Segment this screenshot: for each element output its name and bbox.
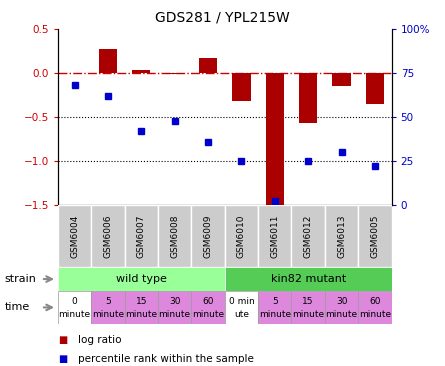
- Text: minute: minute: [158, 310, 191, 319]
- Text: strain: strain: [4, 274, 36, 284]
- Text: minute: minute: [359, 310, 391, 319]
- Bar: [225, 267, 392, 291]
- Bar: [158, 205, 191, 267]
- Bar: [225, 205, 258, 267]
- Text: GSM6007: GSM6007: [137, 214, 146, 258]
- Bar: [166, 73, 184, 74]
- Bar: [91, 291, 125, 324]
- Text: 5: 5: [105, 297, 111, 306]
- Bar: [91, 205, 125, 267]
- Text: wild type: wild type: [116, 274, 167, 284]
- Text: percentile rank within the sample: percentile rank within the sample: [78, 354, 254, 364]
- Text: ■: ■: [58, 335, 67, 346]
- Text: GSM6011: GSM6011: [270, 214, 279, 258]
- Bar: [325, 205, 358, 267]
- Text: minute: minute: [192, 310, 224, 319]
- Text: 30: 30: [169, 297, 180, 306]
- Bar: [358, 291, 392, 324]
- Bar: [332, 73, 351, 86]
- Text: minute: minute: [259, 310, 291, 319]
- Text: minute: minute: [58, 310, 91, 319]
- Bar: [232, 73, 251, 101]
- Text: ute: ute: [234, 310, 249, 319]
- Bar: [199, 58, 217, 73]
- Text: 15: 15: [303, 297, 314, 306]
- Text: minute: minute: [325, 310, 358, 319]
- Text: GSM6005: GSM6005: [370, 214, 380, 258]
- Text: time: time: [4, 302, 30, 313]
- Bar: [225, 291, 258, 324]
- Text: 0: 0: [72, 297, 77, 306]
- Text: ■: ■: [58, 354, 67, 364]
- Bar: [99, 49, 117, 73]
- Text: 30: 30: [336, 297, 347, 306]
- Bar: [158, 291, 191, 324]
- Text: GSM6013: GSM6013: [337, 214, 346, 258]
- Bar: [266, 73, 284, 207]
- Bar: [258, 291, 291, 324]
- Text: 5: 5: [272, 297, 278, 306]
- Text: minute: minute: [92, 310, 124, 319]
- Bar: [325, 291, 358, 324]
- Text: kin82 mutant: kin82 mutant: [271, 274, 346, 284]
- Text: 60: 60: [202, 297, 214, 306]
- Bar: [258, 205, 291, 267]
- Text: GSM6012: GSM6012: [303, 214, 313, 258]
- Bar: [291, 291, 325, 324]
- Bar: [299, 73, 317, 123]
- Text: GDS281 / YPL215W: GDS281 / YPL215W: [155, 11, 290, 25]
- Bar: [291, 205, 325, 267]
- Bar: [58, 291, 91, 324]
- Text: 60: 60: [369, 297, 380, 306]
- Bar: [191, 205, 225, 267]
- Text: log ratio: log ratio: [78, 335, 121, 346]
- Text: GSM6009: GSM6009: [203, 214, 213, 258]
- Text: GSM6008: GSM6008: [170, 214, 179, 258]
- Bar: [366, 73, 384, 104]
- Text: 0 min: 0 min: [229, 297, 254, 306]
- Text: 15: 15: [136, 297, 147, 306]
- Bar: [125, 205, 158, 267]
- Bar: [125, 291, 158, 324]
- Bar: [132, 70, 150, 73]
- Bar: [58, 205, 91, 267]
- Text: minute: minute: [125, 310, 158, 319]
- Text: GSM6006: GSM6006: [103, 214, 113, 258]
- Bar: [58, 267, 225, 291]
- Bar: [191, 291, 225, 324]
- Text: minute: minute: [292, 310, 324, 319]
- Text: GSM6004: GSM6004: [70, 214, 79, 258]
- Bar: [358, 205, 392, 267]
- Text: GSM6010: GSM6010: [237, 214, 246, 258]
